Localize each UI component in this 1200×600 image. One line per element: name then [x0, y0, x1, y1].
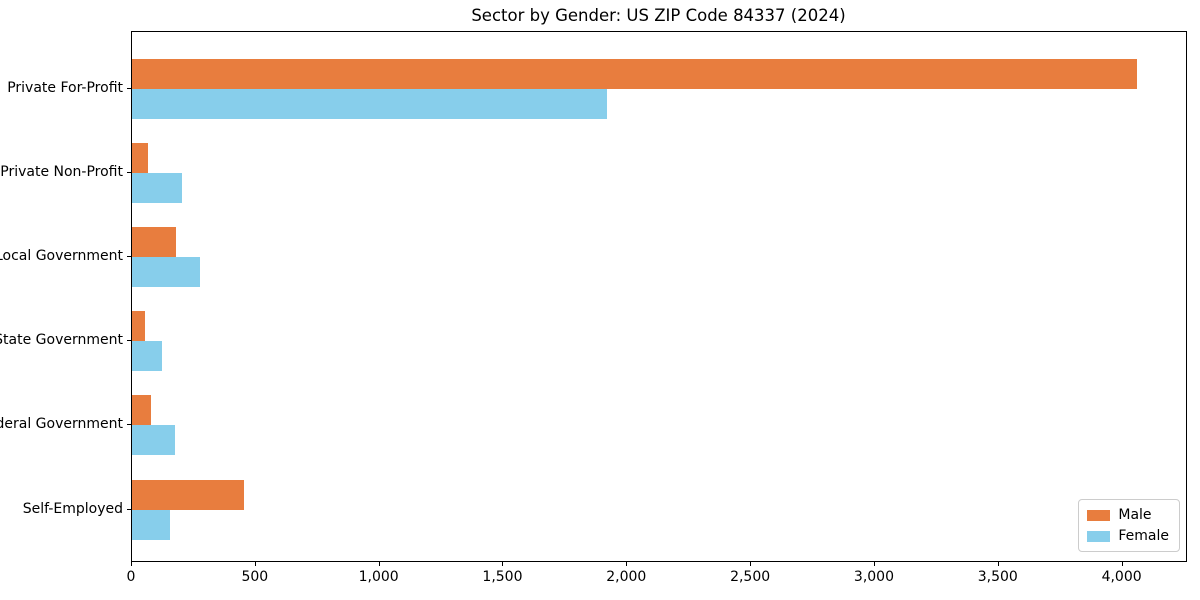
- y-tick-label: Private For-Profit: [7, 80, 123, 96]
- bar-male: [132, 395, 152, 426]
- x-tick-mark: [502, 562, 504, 566]
- x-tick-label: 1,000: [358, 569, 399, 585]
- bar-female: [132, 89, 607, 119]
- bar-female: [132, 173, 182, 204]
- x-tick-label: 2,000: [606, 569, 647, 585]
- legend-label-female: Female: [1118, 528, 1169, 544]
- bar-female: [132, 341, 162, 372]
- x-tick-label: 1,500: [482, 569, 523, 585]
- y-tick-mark: [127, 508, 131, 510]
- y-tick-label: State Government: [0, 332, 123, 349]
- legend-item-male: Male: [1087, 507, 1169, 523]
- bar-female: [132, 509, 171, 540]
- x-tick-label: 3,500: [977, 569, 1018, 585]
- y-tick-mark: [127, 424, 131, 426]
- y-tick-label: Local Government: [0, 248, 123, 265]
- bar-male: [132, 479, 244, 510]
- x-tick-mark: [997, 562, 999, 566]
- bar-male: [132, 143, 149, 174]
- legend: Male Female: [1078, 499, 1180, 552]
- x-tick-mark: [750, 562, 752, 566]
- y-tick-label: Federal Government: [0, 416, 123, 433]
- chart-title: Sector by Gender: US ZIP Code 84337 (202…: [471, 6, 846, 25]
- x-tick-label: 4,000: [1101, 569, 1142, 585]
- x-tick-mark: [1121, 562, 1123, 566]
- legend-item-female: Female: [1087, 528, 1169, 544]
- x-tick-label: 3,000: [853, 569, 894, 585]
- x-tick-mark: [378, 562, 380, 566]
- y-tick-mark: [127, 88, 131, 89]
- legend-label-male: Male: [1118, 507, 1152, 523]
- x-tick-label: 0: [126, 569, 136, 585]
- y-tick-mark: [127, 340, 131, 342]
- bar-male: [132, 227, 176, 258]
- bar-female: [132, 425, 175, 456]
- x-tick-label: 500: [241, 569, 269, 585]
- y-tick-mark: [127, 256, 131, 258]
- y-tick-label: Self-Employed: [22, 500, 123, 517]
- x-tick-label: 2,500: [730, 569, 771, 585]
- bar-male: [132, 311, 145, 342]
- x-tick-mark: [254, 562, 256, 566]
- x-tick-mark: [626, 562, 628, 566]
- bar-male: [132, 59, 1137, 89]
- y-tick-label: Private Non-Profit: [0, 164, 123, 181]
- x-tick-mark: [131, 562, 132, 566]
- bar-female: [132, 257, 200, 288]
- legend-swatch-female: [1087, 530, 1111, 542]
- legend-swatch-male: [1087, 509, 1111, 521]
- y-tick-mark: [127, 172, 131, 174]
- plot-area: Male Female: [131, 31, 1187, 562]
- x-tick-mark: [873, 562, 875, 566]
